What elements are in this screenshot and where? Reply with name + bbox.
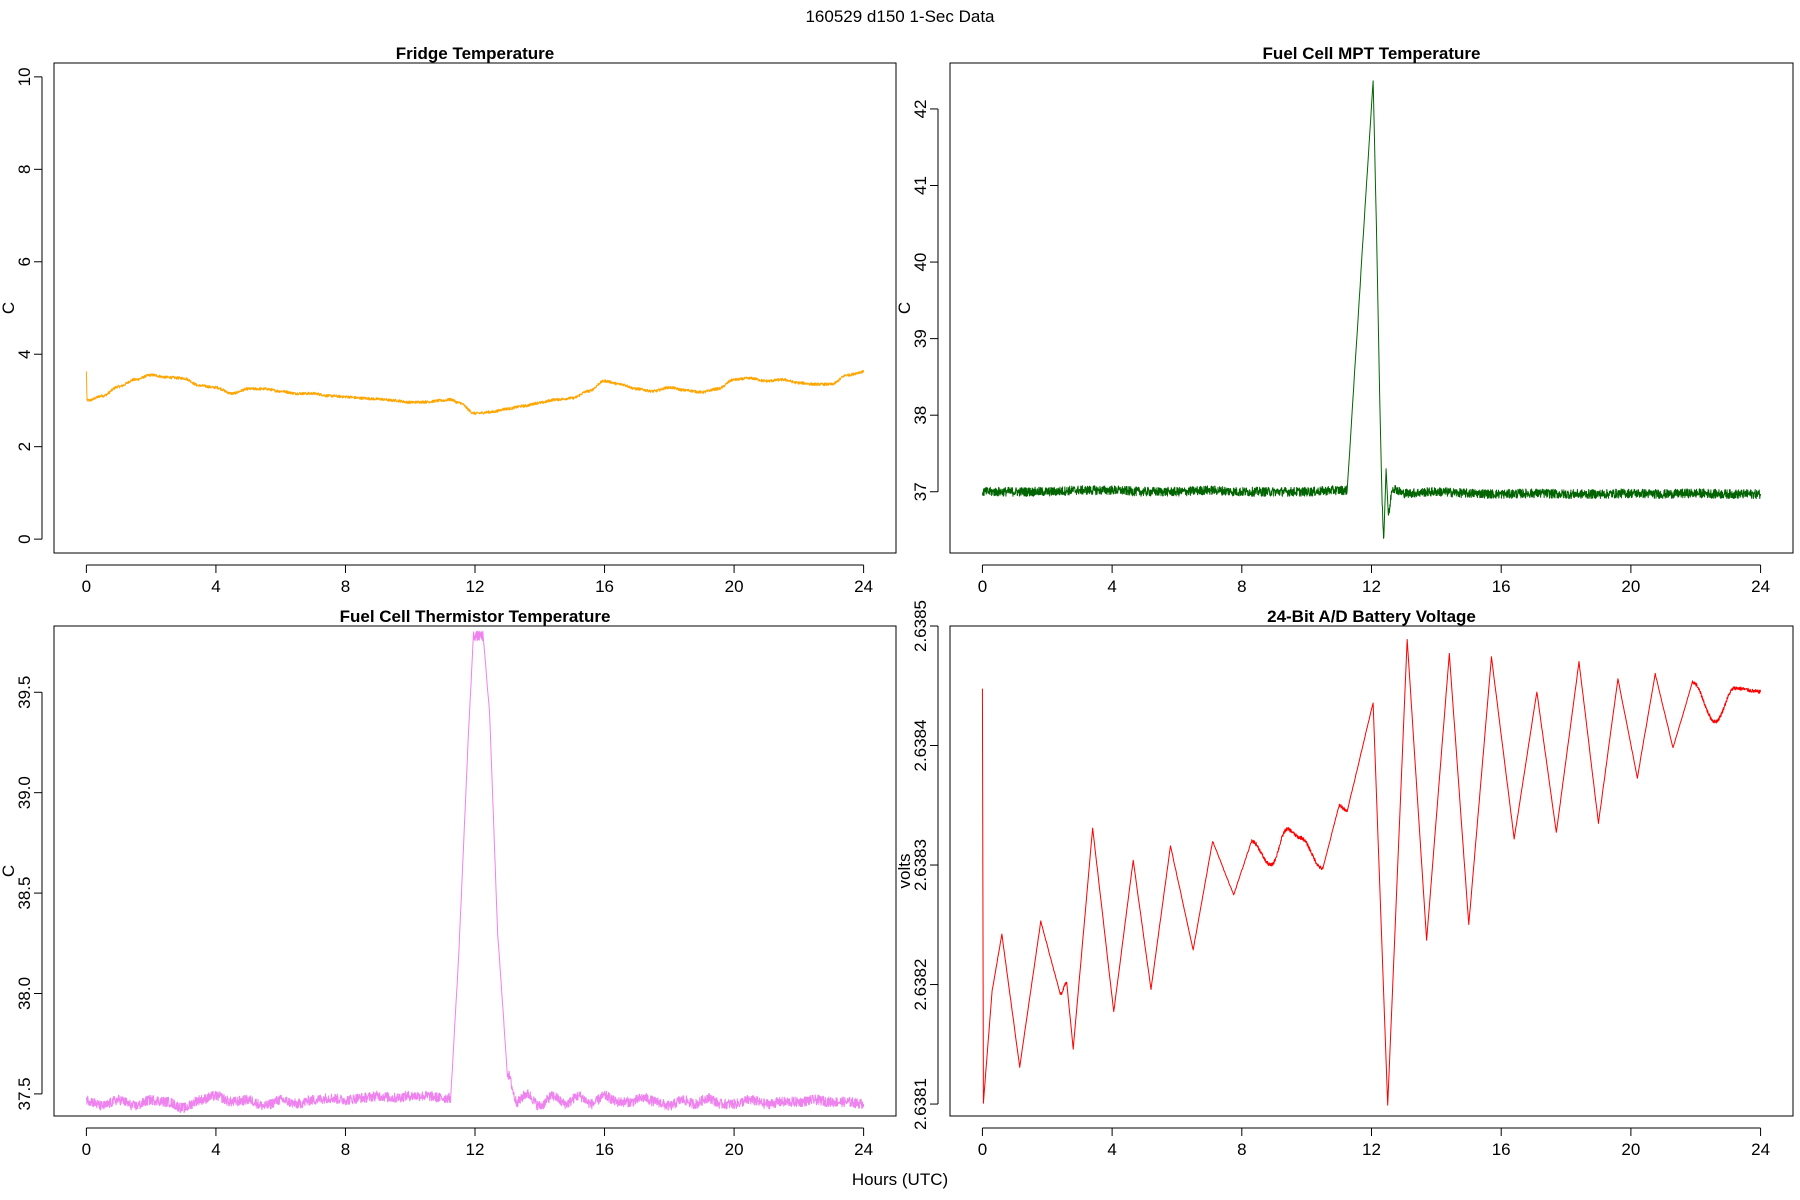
panel-title: Fuel Cell Thermistor Temperature — [340, 607, 611, 626]
y-axis-label: C — [0, 865, 18, 877]
plot-frame — [949, 625, 1794, 1117]
x-tick-label: 4 — [211, 577, 220, 596]
y-tick-label: 41 — [911, 176, 930, 195]
panel-title: 24-Bit A/D Battery Voltage — [1267, 607, 1476, 626]
x-tick-label: 4 — [1107, 1140, 1116, 1159]
x-tick-label: 12 — [466, 577, 485, 596]
series-line — [85, 630, 865, 1114]
x-tick-label: 24 — [1751, 577, 1770, 596]
x-tick-label: 16 — [595, 577, 614, 596]
x-tick-label: 0 — [82, 1140, 91, 1159]
x-axis: 0 4 8 12 16 20 24 — [82, 1127, 873, 1159]
x-tick-label: 20 — [725, 577, 744, 596]
series-line — [981, 638, 1762, 1106]
figure-x-axis-label: Hours (UTC) — [852, 1170, 948, 1189]
x-tick-label: 24 — [854, 577, 873, 596]
y-tick-label: 39 — [911, 329, 930, 348]
x-tick-label: 12 — [466, 1140, 485, 1159]
x-tick-label: 8 — [341, 1140, 350, 1159]
y-axis: 37 38 39 40 41 42 — [911, 99, 939, 501]
plot-frame — [53, 625, 897, 1117]
x-tick-label: 16 — [595, 1140, 614, 1159]
y-tick-label: 2.6381 — [911, 1078, 930, 1130]
plot-frame — [53, 62, 897, 554]
y-tick-label: 37 — [911, 482, 930, 501]
x-tick-label: 4 — [211, 1140, 220, 1159]
y-tick-label: 39.5 — [15, 676, 34, 709]
x-tick-label: 0 — [978, 577, 987, 596]
series-line — [981, 80, 1762, 539]
series-line — [85, 369, 865, 416]
x-tick-label: 0 — [82, 577, 91, 596]
y-tick-label: 37.5 — [15, 1077, 34, 1110]
y-axis-label: C — [0, 302, 18, 314]
y-tick-label: 8 — [15, 165, 34, 174]
y-tick-label: 40 — [911, 253, 930, 272]
y-tick-label: 38.5 — [15, 877, 34, 910]
x-tick-label: 4 — [1107, 577, 1116, 596]
x-tick-label: 12 — [1362, 1140, 1381, 1159]
x-axis: 0 4 8 12 16 20 24 — [82, 564, 873, 596]
y-tick-label: 2.6385 — [911, 600, 930, 652]
x-tick-label: 16 — [1492, 1140, 1511, 1159]
y-tick-label: 2 — [15, 442, 34, 451]
x-tick-label: 16 — [1492, 577, 1511, 596]
y-tick-label: 6 — [15, 257, 34, 266]
x-tick-label: 24 — [854, 1140, 873, 1159]
x-tick-label: 20 — [1621, 577, 1640, 596]
y-tick-label: 39.0 — [15, 776, 34, 809]
y-tick-label: 38 — [911, 406, 930, 425]
x-tick-label: 12 — [1362, 577, 1381, 596]
x-tick-label: 8 — [1237, 577, 1246, 596]
y-tick-label: 2.6384 — [911, 720, 930, 772]
panel-title: Fridge Temperature — [396, 44, 554, 63]
panel-3: Fuel Cell Thermistor Temperature 0 4 8 12 16 2… — [0, 607, 897, 1159]
y-tick-label: 42 — [911, 99, 930, 118]
y-tick-label: 0 — [15, 534, 34, 543]
x-tick-label: 8 — [1237, 1140, 1246, 1159]
x-axis: 0 4 8 12 16 20 24 — [978, 564, 1770, 596]
x-tick-label: 20 — [725, 1140, 744, 1159]
x-tick-label: 8 — [341, 577, 350, 596]
y-axis: 2.6381 2.6382 2.6383 2.6384 2.6385 — [911, 600, 939, 1130]
x-tick-label: 0 — [978, 1140, 987, 1159]
y-axis-label: C — [895, 302, 914, 314]
x-tick-label: 20 — [1621, 1140, 1640, 1159]
panel-title: Fuel Cell MPT Temperature — [1263, 44, 1481, 63]
y-tick-label: 2.6383 — [911, 839, 930, 891]
plot-frame — [949, 62, 1794, 554]
y-axis: 37.5 38.0 38.5 39.0 39.5 — [15, 676, 43, 1110]
x-tick-label: 24 — [1751, 1140, 1770, 1159]
panel-4: 24-Bit A/D Battery Voltage 0 4 8 12 16 20 24 2.6… — [895, 600, 1794, 1159]
y-axis: 0 2 4 6 8 10 — [15, 67, 43, 544]
y-tick-label: 10 — [15, 67, 34, 86]
y-axis-label: volts — [895, 854, 914, 889]
panel-2: Fuel Cell MPT Temperature 0 4 8 12 16 20 24 37 38… — [895, 44, 1794, 596]
y-tick-label: 38.0 — [15, 977, 34, 1010]
y-tick-label: 2.6382 — [911, 959, 930, 1011]
y-tick-label: 4 — [15, 349, 34, 358]
x-axis: 0 4 8 12 16 20 24 — [978, 1127, 1770, 1159]
figure-title: 160529 d150 1-Sec Data — [805, 7, 995, 26]
